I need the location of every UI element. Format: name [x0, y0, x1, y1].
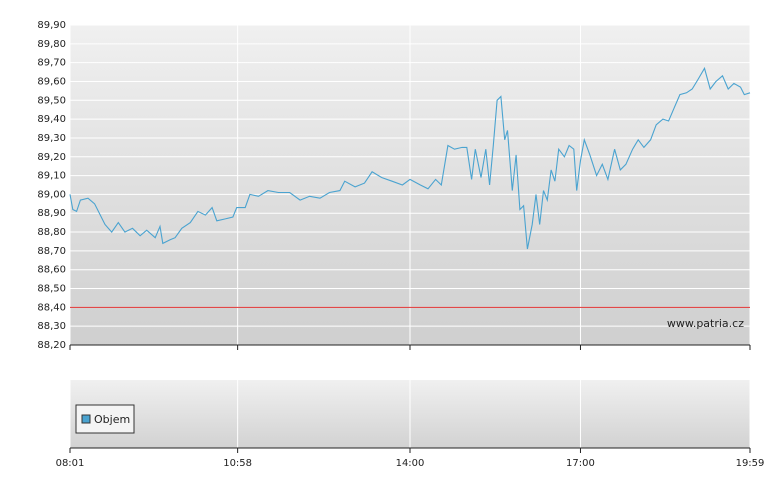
legend-label: Objem	[94, 413, 130, 426]
y-tick-label: 89,70	[37, 58, 66, 69]
x-tick-label: 08:01	[56, 458, 85, 469]
y-tick-label: 89,10	[37, 171, 66, 182]
y-tick-label: 89,30	[37, 133, 66, 144]
y-tick-label: 88,20	[37, 340, 66, 351]
y-tick-label: 88,50	[37, 284, 66, 295]
y-tick-label: 89,00	[37, 189, 66, 200]
x-tick-label: 17:00	[566, 458, 595, 469]
price-line	[69, 66, 751, 250]
y-tick-label: 88,80	[37, 227, 66, 238]
y-tick-label: 89,50	[37, 95, 66, 106]
y-tick-label: 89,90	[37, 20, 66, 31]
y-tick-label: 88,40	[37, 302, 66, 313]
y-tick-label: 88,30	[37, 321, 66, 332]
watermark: www.patria.cz	[667, 317, 744, 330]
x-tick-label: 14:00	[396, 458, 425, 469]
x-tick-label: 10:58	[223, 458, 252, 469]
y-tick-label: 88,90	[37, 208, 66, 219]
legend-swatch	[81, 414, 91, 424]
y-tick-label: 89,20	[37, 152, 66, 163]
y-tick-label: 89,60	[37, 76, 66, 87]
y-tick-label: 89,80	[37, 39, 66, 50]
y-tick-label: 88,60	[37, 265, 66, 276]
x-tick-label: 19:59	[736, 458, 765, 469]
y-tick-label: 89,40	[37, 114, 66, 125]
y-tick-label: 88,70	[37, 246, 66, 257]
